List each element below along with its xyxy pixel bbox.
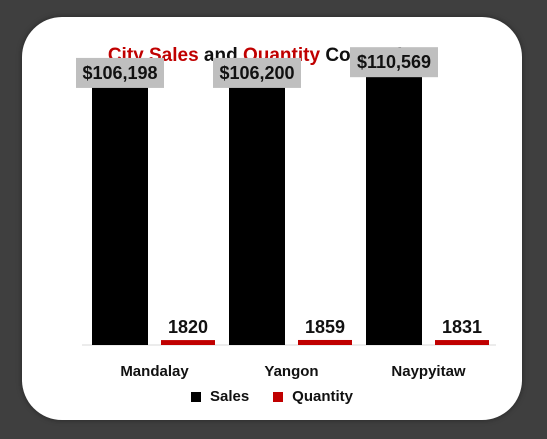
- legend-item-sales: Sales: [190, 388, 250, 405]
- bar-quantity-naypyitaw: [435, 340, 489, 345]
- legend-label-quantity: Quantity: [292, 388, 354, 405]
- data-label-box-sales-yangon: [213, 57, 301, 88]
- data-label-quantity-naypyitaw: 1831: [442, 317, 482, 337]
- data-label-box-sales-mandalay: [76, 57, 164, 88]
- x-tick-label-yangon: Yangon: [264, 363, 318, 380]
- data-label-box-sales-naypyitaw: [350, 47, 438, 78]
- legend-swatch-sales: [190, 391, 201, 402]
- bar-quantity-yangon: [298, 339, 352, 345]
- chart-legend: Sales Quantity: [22, 388, 522, 405]
- data-label-sales-naypyitaw: $110,569: [357, 52, 431, 72]
- bar-sales-mandalay: [92, 83, 148, 345]
- legend-item-quantity: Quantity: [273, 388, 353, 405]
- bar-sales-yangon: [229, 83, 285, 346]
- data-label-quantity-yangon: 1859: [305, 317, 345, 337]
- data-label-sales-yangon: $106,200: [219, 63, 294, 83]
- bar-quantity-mandalay: [161, 340, 215, 345]
- legend-swatch-quantity: [273, 391, 284, 402]
- data-label-sales-mandalay: $106,198: [82, 63, 157, 83]
- x-tick-label-naypyitaw: Naypyitaw: [391, 363, 466, 380]
- x-tick-label-mandalay: Mandalay: [120, 363, 189, 380]
- data-label-quantity-mandalay: 1820: [168, 317, 208, 337]
- legend-label-sales: Sales: [209, 388, 250, 405]
- bar-sales-naypyitaw: [366, 73, 422, 345]
